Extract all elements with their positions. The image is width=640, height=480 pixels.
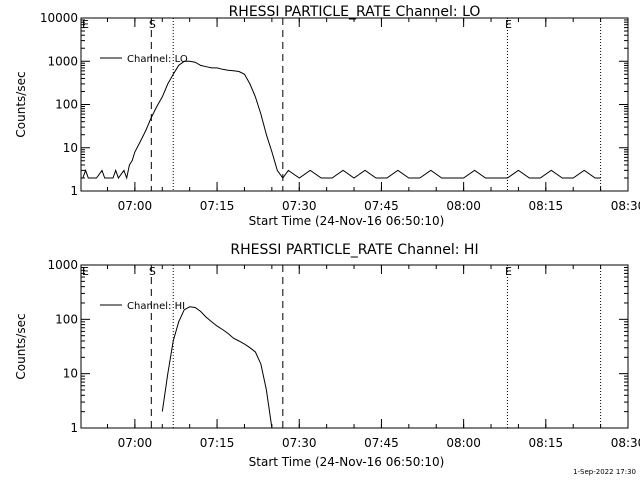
event-marker-label: S xyxy=(149,265,156,278)
event-marker-label: S xyxy=(149,18,156,31)
plot-frame xyxy=(80,17,629,192)
lo-channel-panel: RHESSI PARTICLE_RATE Channel: LO 1 10 100 10… xyxy=(14,4,640,228)
event-marker-label: E xyxy=(505,265,512,278)
x-tick-label: 07:00 xyxy=(118,436,153,450)
x-tick-label: 08:00 xyxy=(446,436,481,450)
y-tick-label: 10000 xyxy=(40,11,78,25)
x-axis-label: Start Time (24-Nov-16 06:50:10) xyxy=(249,214,445,228)
x-tick-label: 07:30 xyxy=(282,199,317,213)
x-axis-label: Start Time (24-Nov-16 06:50:10) xyxy=(249,455,445,469)
x-tick-label: 07:45 xyxy=(364,199,399,213)
y-tick-label: 100 xyxy=(55,312,78,326)
y-tick-label: 1000 xyxy=(47,54,78,68)
event-marker-label: E xyxy=(505,18,512,31)
chart-title: RHESSI PARTICLE_RATE Channel: HI xyxy=(230,242,478,258)
y-tick-label: 10 xyxy=(63,141,78,155)
x-tick-label: 07:45 xyxy=(364,436,399,450)
corner-marker-label: E xyxy=(82,265,89,278)
y-tick-label: 1 xyxy=(70,184,78,198)
chart-title: RHESSI PARTICLE_RATE Channel: LO xyxy=(229,4,481,20)
x-tick-label: 07:30 xyxy=(282,436,317,450)
x-tick-label: 07:15 xyxy=(200,436,235,450)
legend-label: Channel: LO xyxy=(127,54,188,65)
x-tick-label: 07:00 xyxy=(118,199,153,213)
x-tick-label: 08:00 xyxy=(446,199,481,213)
timestamp: 1-Sep-2022 17:30 xyxy=(573,468,636,476)
x-tick-label: 08:30 xyxy=(611,199,640,213)
series-line xyxy=(82,60,601,180)
y-tick-label: 1000 xyxy=(47,258,78,272)
legend-label: Channel: HI xyxy=(127,301,185,312)
series-line xyxy=(161,306,273,429)
y-tick-label: 1 xyxy=(70,421,78,435)
x-tick-label: 08:15 xyxy=(529,436,564,450)
x-tick-label: 07:15 xyxy=(200,199,235,213)
y-tick-label: 10 xyxy=(63,367,78,381)
y-tick-label: 100 xyxy=(55,98,78,112)
corner-marker-label: E xyxy=(82,18,89,31)
x-tick-label: 08:15 xyxy=(529,199,564,213)
hi-channel-panel: RHESSI PARTICLE_RATE Channel: HI 1 10 100 10… xyxy=(14,242,640,469)
x-tick-label: 08:30 xyxy=(611,436,640,450)
y-axis-label: Counts/sec xyxy=(14,71,28,137)
y-axis-label: Counts/sec xyxy=(14,313,28,379)
